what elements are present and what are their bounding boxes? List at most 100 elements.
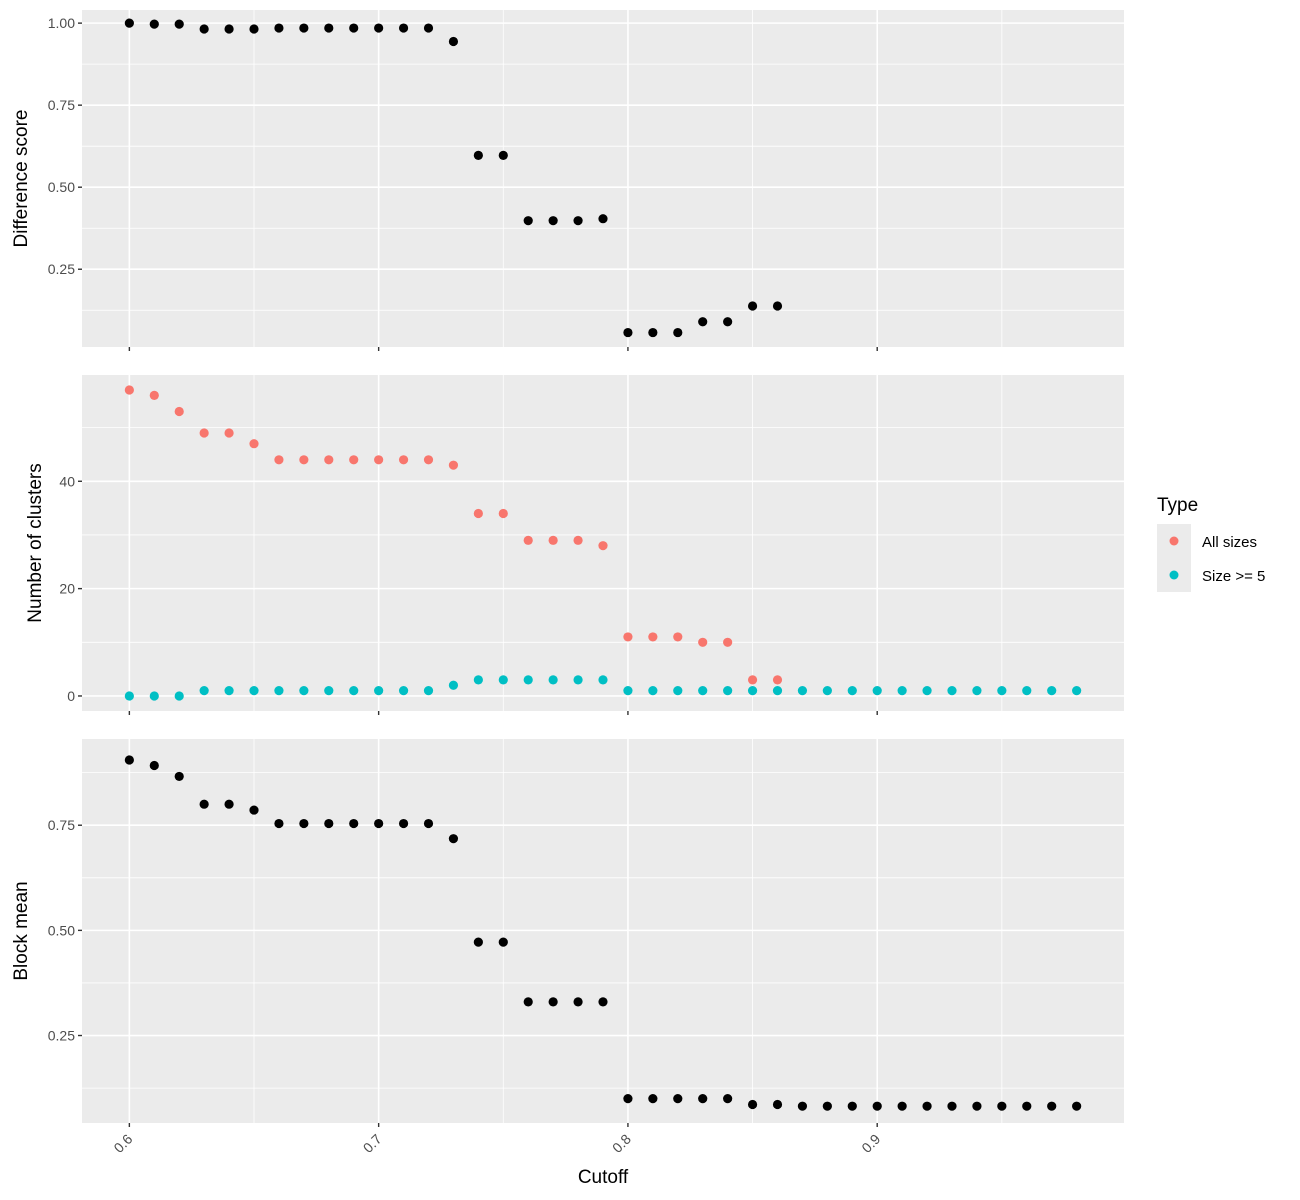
data-point (174, 19, 184, 29)
data-point (199, 428, 209, 438)
data-point (598, 997, 608, 1007)
panel-1: 0.25 0.50 0.75 1.00 Difference score (11, 10, 1124, 351)
data-point (174, 406, 184, 417)
data-point (723, 1094, 733, 1104)
data-point (124, 755, 134, 765)
data-point (249, 805, 259, 815)
data-point (374, 686, 384, 696)
data-point (224, 428, 234, 438)
data-point (299, 455, 309, 465)
data-point (847, 686, 857, 696)
data-point (473, 675, 483, 685)
data-point (473, 937, 483, 947)
data-point (847, 1101, 857, 1111)
data-point (598, 675, 608, 685)
data-point (374, 455, 384, 465)
y-tick-label: 0.50 (48, 179, 75, 195)
data-point (548, 997, 558, 1007)
data-point (598, 214, 608, 224)
data-point (897, 1101, 907, 1111)
y-tick-label: 0.75 (48, 817, 75, 833)
data-point (772, 675, 783, 685)
data-point (548, 216, 558, 226)
data-point (523, 675, 533, 685)
data-point (398, 455, 409, 465)
data-point (997, 1101, 1007, 1111)
y-tick-label: 0.25 (48, 261, 75, 277)
data-point (548, 675, 558, 685)
data-point (573, 535, 583, 545)
y-axis-title: Difference score (11, 110, 32, 248)
data-point (747, 675, 758, 685)
y-tick-label: 1.00 (48, 15, 75, 31)
data-point (324, 818, 334, 829)
data-point (448, 680, 459, 690)
data-point (723, 637, 733, 647)
legend-label-all-sizes: All sizes (1202, 534, 1257, 551)
data-point (698, 637, 708, 647)
data-point (149, 760, 159, 771)
data-point (648, 327, 658, 338)
panel-2: 0 20 40 Number of clusters (25, 375, 1124, 715)
x-tick-label: 0.6 (110, 1131, 135, 1156)
data-point (772, 301, 783, 311)
data-point (523, 216, 533, 226)
data-point (997, 686, 1007, 696)
data-point (224, 686, 234, 696)
x-tick-label: 0.8 (609, 1131, 634, 1156)
data-point (423, 686, 434, 696)
data-point (149, 19, 159, 29)
series-1 (124, 18, 783, 338)
data-point (448, 460, 459, 470)
data-point (1072, 1101, 1082, 1111)
data-point (523, 535, 533, 545)
data-point (772, 686, 783, 696)
data-point (872, 686, 882, 696)
data-point (747, 686, 758, 696)
data-point (473, 150, 483, 160)
data-point (822, 686, 832, 696)
x-axis-title: Cutoff (578, 1167, 629, 1188)
chart-panels: 0.25 0.50 0.75 1.00 Difference score 0 20 40 Num… (11, 10, 1124, 1156)
data-point (573, 216, 583, 226)
data-point (623, 686, 633, 696)
legend-label-size-ge-5: Size >= 5 (1202, 568, 1265, 585)
data-point (573, 675, 583, 685)
y-tick-label: 20 (59, 581, 75, 597)
data-point (872, 1101, 882, 1111)
data-point (947, 1101, 957, 1111)
data-point (199, 24, 209, 34)
y-tick-label: 0.75 (48, 97, 75, 113)
data-point (673, 632, 683, 642)
data-point (723, 686, 733, 696)
data-point (224, 24, 234, 34)
data-point (374, 23, 384, 33)
y-tick-label: 0 (67, 688, 75, 704)
data-point (448, 834, 459, 844)
y-tick-label: 0.25 (48, 1028, 75, 1044)
data-point (299, 818, 309, 829)
data-point (673, 327, 683, 338)
y-axis-title: Number of clusters (25, 463, 46, 622)
data-point (698, 686, 708, 696)
data-point (224, 799, 234, 809)
data-point (1022, 686, 1032, 696)
data-point (324, 455, 334, 465)
data-point (1047, 1101, 1057, 1111)
data-point (349, 686, 359, 696)
data-point (149, 691, 159, 701)
series-1 (124, 385, 783, 685)
data-point (498, 150, 508, 160)
data-point (174, 771, 184, 782)
data-point (423, 23, 434, 33)
data-point (972, 686, 982, 696)
x-tick-label: 0.7 (360, 1131, 385, 1156)
data-point (673, 1094, 683, 1104)
data-point (947, 686, 957, 696)
data-point (199, 799, 209, 809)
data-point (398, 818, 409, 829)
data-point (747, 301, 758, 311)
data-point (199, 686, 209, 696)
data-point (747, 1099, 758, 1110)
data-point (922, 1101, 932, 1111)
